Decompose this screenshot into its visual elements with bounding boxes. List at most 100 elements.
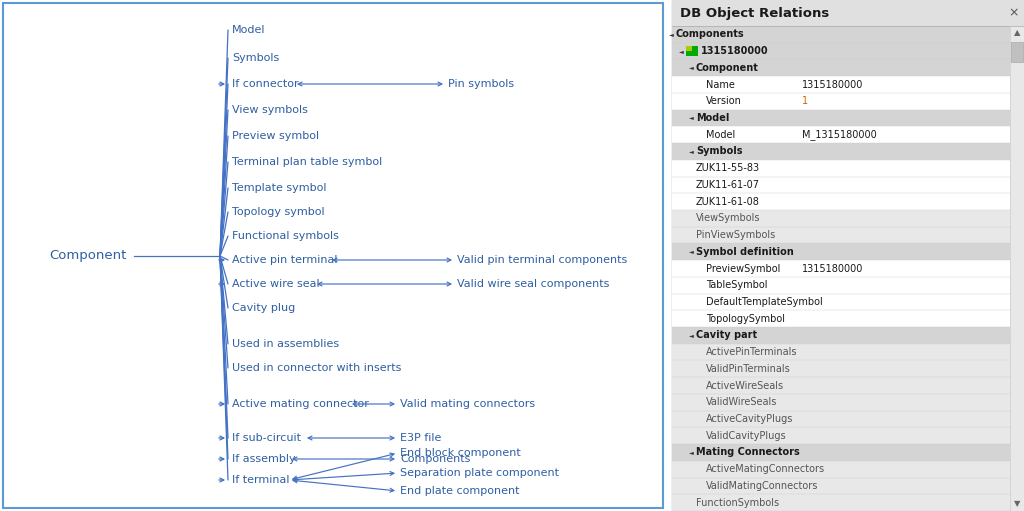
Text: ◄: ◄ [679,49,684,54]
Bar [672,110,1010,126]
Text: Valid wire seal components: Valid wire seal components [457,279,609,289]
Text: ▲: ▲ [1014,29,1020,37]
Text: FunctionSymbols: FunctionSymbols [696,498,779,507]
Text: ValidCavityPlugs: ValidCavityPlugs [706,431,786,441]
Bar [672,260,1010,277]
Text: Separation plate component: Separation plate component [400,468,559,478]
Text: Mating Connectors: Mating Connectors [696,448,800,457]
Text: ◄: ◄ [689,450,694,455]
Text: View symbols: View symbols [232,105,308,115]
Text: Valid pin terminal components: Valid pin terminal components [457,255,628,265]
Text: TableSymbol: TableSymbol [706,280,768,290]
Bar [672,377,1010,394]
Text: ZUK11-55-83: ZUK11-55-83 [696,163,760,173]
Bar [672,0,1024,511]
Bar [672,143,1010,160]
Bar [672,227,1010,243]
Bar [672,160,1010,176]
Text: ◄: ◄ [689,115,694,121]
Bar [1010,26,1024,511]
Bar [672,360,1010,377]
Text: Active wire seal: Active wire seal [232,279,319,289]
Text: DefaultTemplateSymbol: DefaultTemplateSymbol [706,297,822,307]
Text: Cavity plug: Cavity plug [232,303,295,313]
Bar [672,411,1010,427]
Text: ZUK11-61-07: ZUK11-61-07 [696,180,760,190]
Text: ValidPinTerminals: ValidPinTerminals [706,364,791,374]
Text: ActiveWireSeals: ActiveWireSeals [706,381,784,390]
Text: TopologySymbol: TopologySymbol [706,314,785,323]
Text: Terminal plan table symbol: Terminal plan table symbol [232,157,382,167]
Text: If assembly: If assembly [232,454,296,464]
Bar [672,193,1010,210]
Text: ◄: ◄ [670,32,674,37]
Text: Used in connector with inserts: Used in connector with inserts [232,363,401,373]
Text: 1315180000: 1315180000 [802,80,863,89]
Bar [672,294,1010,310]
Bar [672,243,1010,260]
Bar [672,310,1010,327]
Text: If terminal: If terminal [232,475,290,485]
Bar [672,444,1010,461]
Text: Cavity part: Cavity part [696,331,757,340]
Bar [672,327,1010,344]
Text: 1315180000: 1315180000 [701,46,769,56]
Text: ◄: ◄ [689,149,694,154]
Bar [672,344,1010,360]
Text: If connector: If connector [232,79,299,89]
Bar [672,26,1010,43]
Bar [672,59,1010,76]
Text: ▼: ▼ [1014,499,1020,508]
Text: PreviewSymbol: PreviewSymbol [706,264,780,273]
Text: Version: Version [706,96,741,106]
Text: ViewSymbols: ViewSymbols [696,213,761,223]
Bar [672,0,1024,26]
Bar [1011,42,1023,62]
Bar [672,93,1010,110]
Text: DB Object Relations: DB Object Relations [680,7,829,19]
Text: M_1315180000: M_1315180000 [802,129,877,140]
Text: Name: Name [706,80,735,89]
Text: Functional symbols: Functional symbols [232,231,339,241]
Text: End block component: End block component [400,448,521,458]
Text: ZUK11-61-08: ZUK11-61-08 [696,197,760,206]
Text: Symbol definition: Symbol definition [696,247,794,257]
Text: ◄: ◄ [689,333,694,338]
Bar [672,478,1010,494]
Bar [672,394,1010,411]
Bar [672,210,1010,227]
Text: PinViewSymbols: PinViewSymbols [696,230,775,240]
Text: Active pin terminal: Active pin terminal [232,255,338,265]
Bar [672,43,1010,59]
Text: Template symbol: Template symbol [232,183,327,193]
Text: ◄: ◄ [689,65,694,71]
Text: Component: Component [696,63,759,73]
Bar [672,126,1010,143]
Bar [672,277,1010,294]
Text: ValidWireSeals: ValidWireSeals [706,397,777,407]
Text: If sub-circuit: If sub-circuit [232,433,301,443]
Text: ValidMatingConnectors: ValidMatingConnectors [706,481,818,491]
Text: Components: Components [400,454,470,464]
Text: Model: Model [232,25,265,35]
Text: Model: Model [706,130,735,140]
Bar [686,46,698,56]
Text: Topology symbol: Topology symbol [232,207,325,217]
Text: Component: Component [49,249,127,263]
Text: Symbols: Symbols [232,53,280,63]
Bar [672,427,1010,444]
Text: Components: Components [676,29,744,39]
Text: Active mating connector: Active mating connector [232,399,369,409]
Text: Pin symbols: Pin symbols [449,79,514,89]
Bar [672,461,1010,478]
Text: ActiveMatingConnectors: ActiveMatingConnectors [706,464,825,474]
Text: ActiveCavityPlugs: ActiveCavityPlugs [706,414,794,424]
Bar [672,76,1010,93]
Text: ×: × [1009,7,1019,19]
Text: E3P file: E3P file [400,433,441,443]
Text: ActivePinTerminals: ActivePinTerminals [706,347,798,357]
Bar [672,176,1010,193]
Text: Preview symbol: Preview symbol [232,131,319,141]
Text: ◄: ◄ [689,249,694,254]
Text: Valid mating connectors: Valid mating connectors [400,399,536,409]
